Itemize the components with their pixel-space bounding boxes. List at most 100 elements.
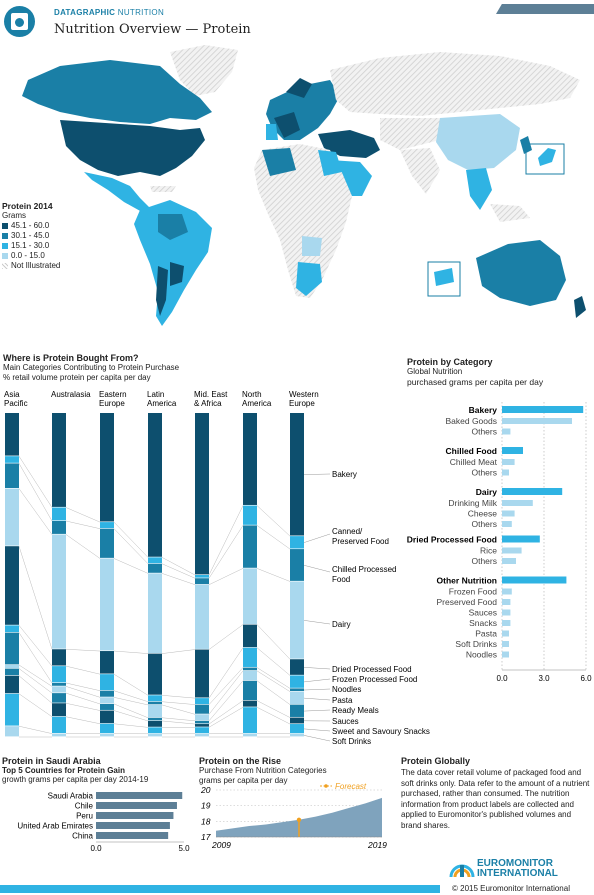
connector-line (161, 701, 196, 705)
country-bar (96, 792, 183, 799)
connector-line (256, 707, 291, 725)
item-bar (502, 620, 511, 626)
item-bar (502, 459, 515, 465)
connector-line (208, 670, 244, 715)
connector-line (256, 525, 291, 550)
region-label: Eastern (99, 390, 127, 399)
group-label: Bakery (469, 405, 498, 415)
y-tick-label: 18 (201, 816, 211, 826)
stack-segment (243, 670, 257, 681)
stack-segment (290, 724, 304, 734)
page-title: Nutrition Overview — Protein (54, 22, 251, 37)
category-label: Pasta (332, 696, 353, 705)
legend-swatch (2, 223, 8, 229)
item-bar (502, 521, 512, 527)
stack-segment (148, 701, 162, 705)
where-header: Where is Protein Bought From? Main Categ… (3, 353, 383, 383)
connector-line (256, 670, 291, 692)
connector-line (161, 557, 196, 576)
connector-line (256, 700, 291, 718)
connector-line (18, 668, 53, 694)
legend-label: Not Illustrated (11, 261, 61, 270)
stack-segment (148, 720, 162, 727)
stack-segment (100, 710, 114, 724)
item-bar (502, 428, 511, 435)
forecast-legend-dot (324, 784, 328, 788)
x-tick-label: 0.0 (496, 674, 508, 683)
item-label: Snacks (469, 618, 497, 628)
stack-segment (5, 456, 19, 463)
map-usa (60, 120, 205, 176)
scale-icon-dial (15, 18, 24, 27)
connector-line (113, 528, 149, 564)
stack-segment (290, 549, 304, 581)
legend-label: 30.1 - 45.0 (11, 231, 50, 240)
item-bar (502, 651, 509, 658)
stack-segment (148, 563, 162, 573)
group-bar (502, 488, 563, 495)
country-bar (96, 812, 174, 819)
stack-segment (290, 733, 304, 737)
item-bar (502, 599, 511, 605)
country-bar (96, 832, 169, 839)
category-leader-line (303, 565, 331, 573)
country-bar (96, 802, 177, 809)
group-label: Other Nutrition (437, 576, 497, 586)
category-label: Canned/ (332, 527, 363, 536)
stack-segment (52, 666, 66, 683)
item-label: Others (471, 556, 497, 566)
category-label: Soft Drinks (332, 737, 371, 746)
map-mexico (84, 172, 150, 212)
stack-segment (243, 413, 257, 505)
connector-line (113, 650, 149, 654)
connector-line (161, 704, 196, 715)
group-label: Chilled Food (446, 446, 497, 456)
connector-line (18, 664, 53, 687)
stack-segment (290, 581, 304, 659)
stack-segment (5, 413, 19, 456)
country-bar (96, 822, 170, 829)
region-label: Europe (289, 399, 315, 408)
stack-segment (5, 488, 19, 546)
item-bar (502, 547, 522, 554)
map-africa (254, 144, 352, 298)
connector-line (161, 695, 196, 699)
stack-segment (52, 683, 66, 686)
map-legend: Protein 2014 Grams 45.1 - 60.0 30.1 - 45.… (2, 201, 92, 271)
connector-line (256, 680, 291, 705)
legend-item: 15.1 - 30.0 (2, 241, 92, 251)
stack-segment (5, 726, 19, 737)
connector-line (65, 665, 101, 675)
stack-segment (100, 703, 114, 710)
category-label: Frozen Processed Food (332, 675, 417, 684)
where-title: Where is Protein Bought From? (3, 353, 139, 363)
stack-segment (52, 507, 66, 521)
saudi-unit: growth grams per capita per day 2014-19 (2, 775, 149, 784)
connector-line (208, 680, 244, 721)
connector-line (208, 707, 244, 728)
stack-segment (5, 546, 19, 625)
stack-segment (195, 413, 209, 575)
stack-segment (195, 584, 209, 649)
item-bar (502, 500, 533, 506)
category-label: Food (332, 575, 350, 584)
region-label: Pacific (4, 399, 28, 408)
legend-label: 0.0 - 15.0 (11, 251, 45, 260)
item-label: Rice (480, 546, 497, 556)
y-tick-label: 17 (201, 832, 211, 842)
connector-line (18, 632, 53, 684)
stack-segment (148, 573, 162, 653)
region-label: Australasia (51, 390, 91, 399)
stack-segment (100, 733, 114, 737)
map-legend-items: 45.1 - 60.0 30.1 - 45.0 15.1 - 30.0 0.0 - 1… (2, 221, 92, 271)
connector-line (113, 723, 149, 728)
connector-line (113, 690, 149, 702)
connector-line (113, 521, 149, 558)
category-label: Preserved Food (332, 537, 389, 546)
world-map (22, 45, 586, 326)
stack-segment (243, 700, 257, 707)
stack-segment (243, 647, 257, 667)
connector-line (256, 647, 291, 676)
